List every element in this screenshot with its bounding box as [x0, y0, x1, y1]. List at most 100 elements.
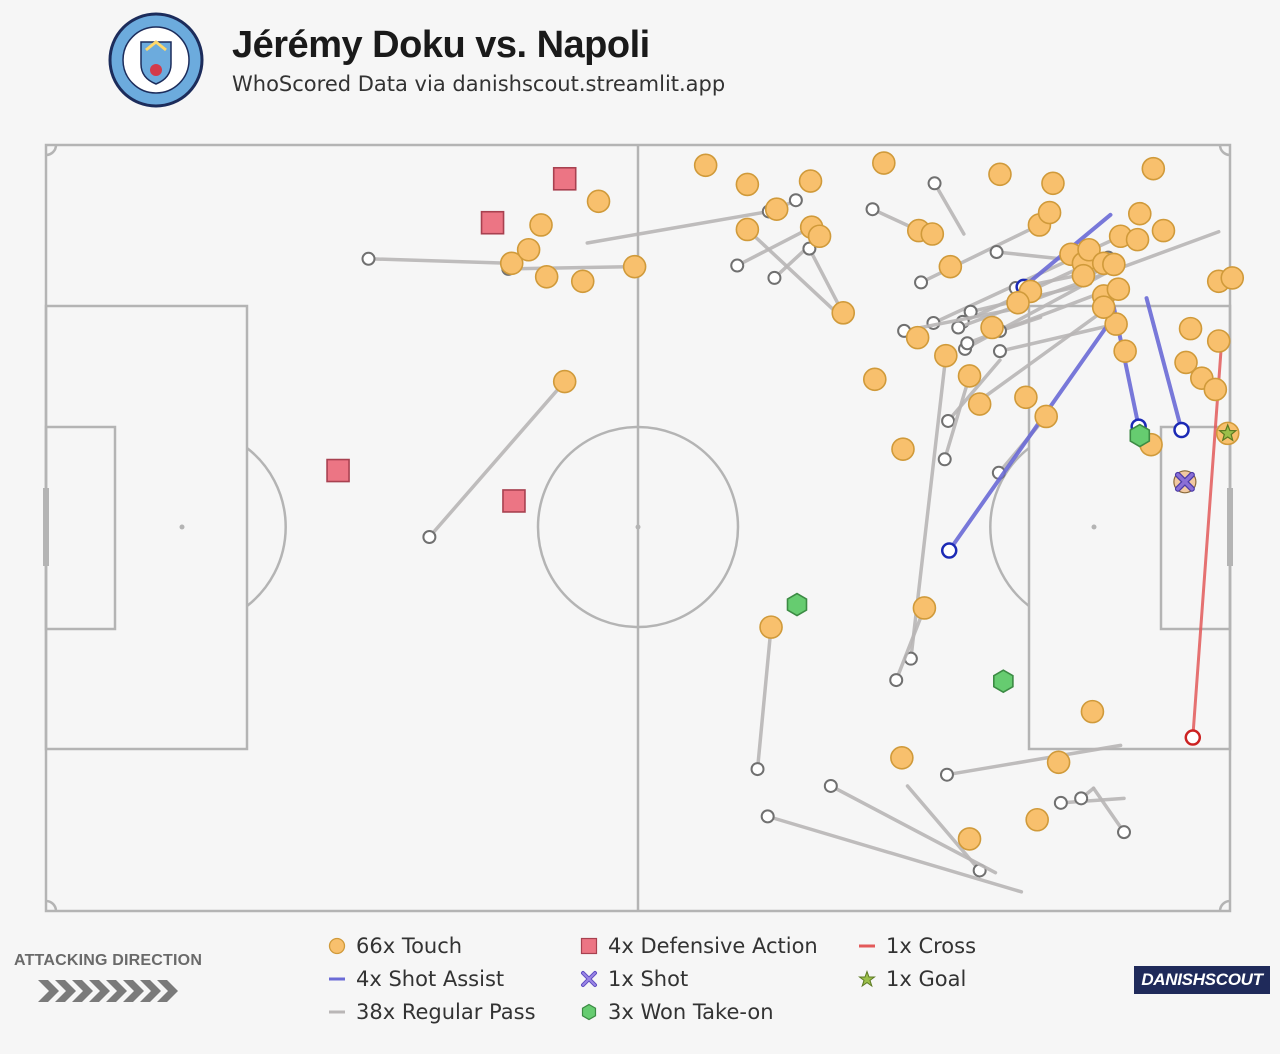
regular-pass-line: [807, 246, 842, 309]
regular-pass-line: [998, 315, 1043, 333]
touch-marker: [1113, 339, 1137, 363]
defensive-action-marker: [480, 210, 505, 235]
legend-label: 1x Shot: [608, 967, 689, 991]
shot-assist-line-icon: [326, 968, 348, 990]
regular-pass-line: [998, 322, 1118, 353]
regular-pass-line: [506, 264, 637, 271]
touch-marker: [1174, 350, 1198, 375]
legend-label: 4x Shot Assist: [356, 967, 505, 991]
regular-pass-line: [894, 606, 927, 682]
regular-pass-end-marker: [750, 762, 765, 777]
touch-marker: [552, 369, 577, 394]
touch-marker: [586, 189, 611, 214]
right-six-yard-box: [1159, 425, 1232, 631]
regular-pass-end-marker: [361, 251, 376, 266]
legend-item-shot-assist: 4x Shot Assist: [326, 967, 504, 991]
cross-layer: [1184, 333, 1224, 746]
regular-pass-end-marker: [927, 176, 942, 191]
touch-marker: [1071, 263, 1096, 288]
touch-marker: [622, 254, 647, 279]
cross-end-marker: [1184, 729, 1202, 746]
regular-pass-end-marker: [989, 245, 1004, 260]
touch-marker: [938, 254, 963, 279]
touch-marker: [764, 197, 789, 222]
touch-marker-icon: [326, 935, 348, 957]
defensive-action-marker: [502, 489, 526, 513]
legend-item-touch: 66x Touch: [326, 934, 462, 958]
attacking-direction-arrows-icon: [38, 980, 178, 1002]
events-layer: [326, 166, 1240, 694]
defensive-action-marker: [552, 166, 577, 191]
touch-marker: [1151, 218, 1176, 243]
regular-pass-line: [765, 814, 1024, 894]
touch-marker: [1125, 227, 1150, 252]
regular-pass-line: [979, 303, 1114, 402]
cross-line: [1191, 333, 1224, 740]
touch-marker: [1220, 266, 1245, 290]
regular-pass-line: [746, 228, 835, 312]
touch-marker: [980, 315, 1004, 340]
touch-marker: [807, 224, 832, 249]
brand-logo: DANISHSCOUT: [1134, 966, 1270, 994]
right-penalty-spot: [1091, 524, 1097, 530]
left-penalty-arc: [246, 447, 287, 607]
touch-marker: [1206, 329, 1231, 353]
corner-arc: [45, 899, 58, 912]
regular-pass-line: [1059, 796, 1126, 805]
won-take-on-marker: [1129, 423, 1151, 448]
regular-pass-end-marker: [767, 270, 782, 285]
touch-marker: [831, 301, 856, 325]
touch-marker: [1127, 201, 1152, 226]
touch-marker: [862, 367, 887, 392]
regular-pass-line: [755, 625, 773, 771]
attacking-direction: ATTACKING DIRECTION: [14, 952, 214, 1011]
touch-marker: [529, 213, 553, 237]
touch-marker: [934, 343, 958, 368]
won-take-on-marker: [786, 592, 808, 617]
won-take-on-hexagon-icon: [578, 1001, 600, 1023]
touch-marker: [1014, 385, 1038, 410]
right-penalty-arc: [989, 447, 1030, 607]
legend-label: 1x Goal: [886, 967, 967, 991]
legend: 66x Touch 4x Shot Assist 38x Regular Pas…: [320, 932, 1040, 1042]
legend-label: 1x Cross: [886, 934, 977, 958]
manchester-city-crest-icon: [108, 12, 204, 108]
touch-marker: [1091, 295, 1116, 320]
touch-marker: [1141, 156, 1166, 181]
shot-assist-end-marker: [1173, 421, 1190, 439]
touch-marker: [1203, 377, 1228, 402]
regular-pass-line: [585, 209, 771, 245]
touch-marker: [890, 745, 914, 770]
regular-pass-line: [1091, 786, 1126, 834]
page-subtitle: WhoScored Data via danishscout.streamlit…: [232, 72, 726, 96]
regular-pass-end-marker: [1074, 791, 1089, 806]
legend-label: 3x Won Take-on: [608, 1000, 774, 1024]
regular-pass-end-marker: [422, 530, 437, 545]
regular-pass-line-icon: [326, 1001, 348, 1023]
center-spot: [635, 524, 641, 530]
touch-marker: [1077, 237, 1101, 262]
touch-marker: [1104, 312, 1128, 336]
touch-marker: [693, 153, 718, 178]
touch-marker: [988, 162, 1012, 187]
regular-pass-end-marker: [951, 320, 966, 335]
touch-marker: [957, 364, 982, 388]
touch-marker: [735, 217, 760, 242]
regular-pass-end-marker: [939, 767, 954, 782]
touch-marker: [735, 172, 760, 197]
touch-marker: [912, 596, 937, 620]
left-penalty-spot: [179, 524, 185, 530]
touch-marker: [1102, 252, 1126, 277]
regular-pass-line: [946, 358, 1002, 423]
legend-item-won-take-on: 3x Won Take-on: [578, 1000, 774, 1024]
shot-cross-icon: [578, 968, 600, 990]
goal-marker: [1218, 423, 1238, 442]
touches-layer: [499, 151, 1245, 851]
touch-marker: [798, 169, 823, 193]
touch-marker: [1025, 807, 1049, 832]
corner-arc: [1218, 144, 1231, 157]
legend-item-goal: 1x Goal: [856, 967, 966, 991]
shot-assist-line: [1144, 296, 1184, 432]
touch-marker: [967, 392, 992, 416]
